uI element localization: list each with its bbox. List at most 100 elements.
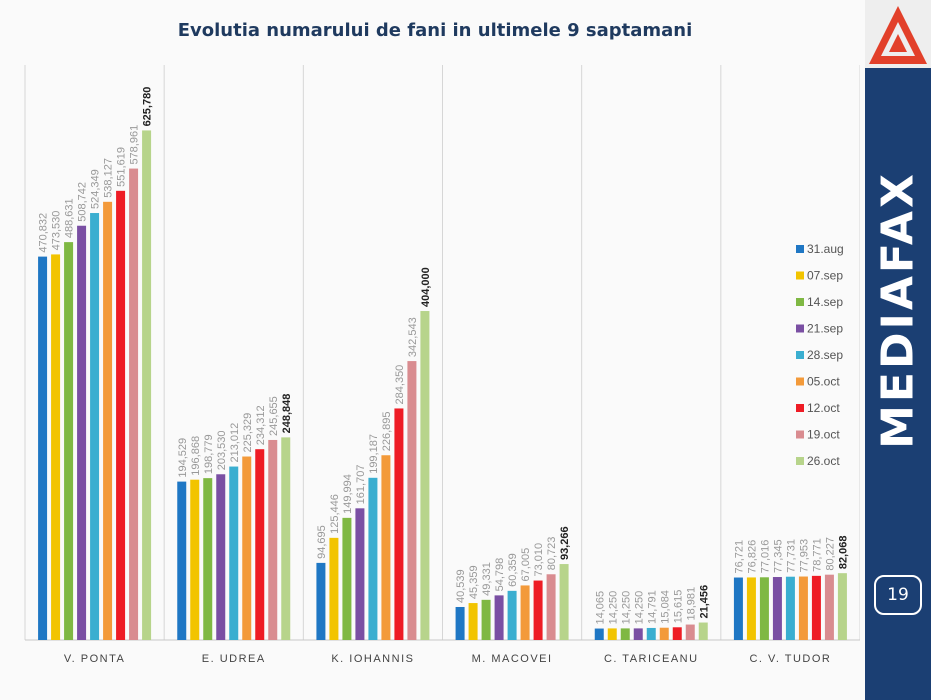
data-label: 77,016 [759,540,771,574]
bar [824,574,834,640]
bar [229,466,239,640]
legend-label: 21.sep [807,322,843,336]
legend-label: 12.oct [807,401,840,415]
bar [455,606,465,640]
bar [481,599,491,640]
legend-swatch [796,351,804,359]
data-label: 14,250 [620,591,632,625]
bar [607,628,617,640]
bar [594,628,604,640]
mediafax-logo-icon [869,6,927,64]
data-label: 578,961 [129,125,141,165]
data-label: 213,012 [229,423,241,463]
legend-label: 05.oct [807,375,840,389]
legend-swatch [796,298,804,306]
bar [142,130,152,640]
bar [51,254,61,640]
x-tick-label: V. PONTA [64,653,126,665]
data-label: 14,065 [594,591,606,625]
data-label: 551,619 [116,147,128,187]
legend: 31.aug 07.sep 14.sep 21.sep 28.sep 05.oct 12.o… [796,242,844,468]
data-label: 77,345 [772,539,784,573]
legend-label: 07.sep [807,269,843,283]
data-label: 73,010 [533,543,545,577]
legend-swatch [796,271,804,280]
legend-label: 14.sep [807,295,843,309]
x-tick-label: K. IOHANNIS [331,653,414,665]
bar [268,439,278,640]
data-label: 508,742 [77,182,89,222]
bar [129,168,139,640]
data-label: 226,895 [381,411,393,451]
data-label: 18,981 [685,587,697,621]
bar [468,603,478,640]
bar [659,627,669,640]
bar [559,564,569,640]
legend-swatch [796,324,804,333]
data-label: 14,250 [633,591,645,625]
data-label: 80,723 [546,537,558,571]
data-label: 404,000 [420,267,432,307]
data-label: 40,539 [455,569,467,603]
bar [255,449,265,640]
data-label: 77,953 [798,539,810,573]
data-label: 45,359 [468,565,480,599]
bar [242,456,252,640]
bar [420,311,430,640]
bar [785,576,795,640]
data-label: 15,615 [672,590,684,624]
bar [103,201,113,641]
chart-title: Evolutia numarului de fani in ultimele 9… [177,20,693,41]
bar [698,622,708,640]
bar [90,213,100,641]
bar [546,574,556,640]
bar [203,478,213,640]
data-label: 473,530 [51,211,63,251]
bar [368,477,378,640]
bar [342,517,352,640]
brand-name: MEDIAFAX [872,171,924,449]
data-label: 524,349 [90,169,102,209]
data-label: 198,779 [203,434,215,474]
data-label: 82,068 [837,536,849,570]
bar [733,577,743,640]
x-tick-labels-group: V. PONTA E. UDREA K. IOHANNIS M. MACOVEI C. … [64,653,831,665]
bar [190,479,200,640]
data-label: 203,530 [216,431,228,471]
legend-swatch [796,245,804,253]
data-label: 625,780 [142,87,154,127]
bar [837,573,847,640]
data-label: 125,446 [329,494,341,534]
data-label: 80,227 [824,537,836,571]
bar [216,474,226,640]
page-number: 19 [874,575,922,615]
data-label: 248,848 [281,394,293,434]
data-label: 14,250 [607,591,619,625]
bar [316,562,326,640]
legend-swatch [796,377,804,386]
x-tick-label: E. UDREA [202,653,266,665]
data-label: 76,721 [733,540,745,574]
bar [177,481,187,640]
bar [520,585,530,640]
bar-chart: 470,832 473,530 488,631 508,742 524,349 538,1… [24,65,860,665]
bar [494,595,504,640]
bar [329,537,339,640]
bar [77,225,87,641]
bar [746,577,756,640]
data-label: 67,005 [520,548,532,582]
data-label: 14,791 [646,590,658,624]
bar [685,624,695,640]
data-label: 60,359 [507,553,519,587]
bar [620,628,630,640]
bar [116,190,126,640]
x-tick-label: M. MACOVEI [472,653,553,665]
value-labels-group: 470,832 473,530 488,631 508,742 524,349 538,1… [38,87,850,625]
bar [64,242,74,641]
data-label: 93,266 [559,526,571,560]
data-label: 49,331 [481,562,493,596]
bar [507,590,517,640]
data-label: 21,456 [698,585,710,619]
bar [355,508,365,640]
x-tick-label: C. V. TUDOR [749,653,831,665]
